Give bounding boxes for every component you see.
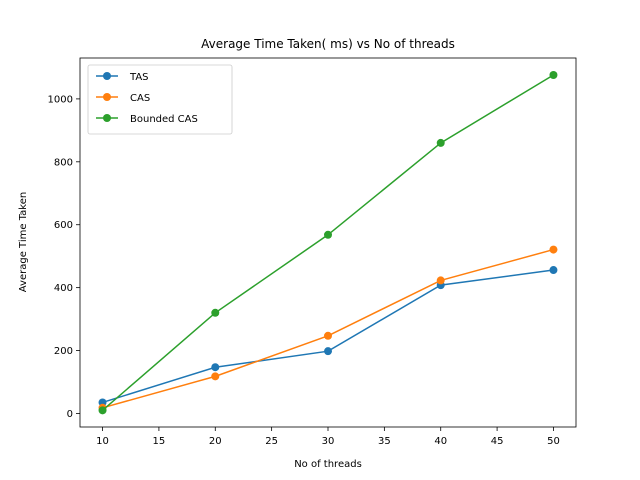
legend-label-1: CAS [130, 93, 150, 104]
y-tick-label-2: 400 [54, 283, 73, 294]
legend-label-2: Bounded CAS [130, 114, 198, 125]
data-point-2-1 [211, 308, 220, 317]
data-point-2-0 [98, 406, 107, 415]
y-axis-label: Average Time Taken [18, 192, 29, 292]
legend-label-0: TAS [129, 72, 149, 83]
x-tick-label-6: 40 [434, 436, 447, 447]
axes: 10 15 20 25 30 35 40 45 50 0 200 400 600 800 1000 [48, 57, 577, 447]
y-tick-label-1: 200 [54, 346, 73, 357]
data-point-1-4 [549, 245, 558, 254]
x-tick-label-4: 30 [322, 436, 335, 447]
x-tick-label-7: 45 [491, 436, 504, 447]
legend-marker-1 [103, 93, 111, 101]
legend-marker-0 [103, 72, 111, 80]
series-line-1 [102, 248, 554, 409]
x-tick-label-1: 15 [153, 436, 166, 447]
data-point-2-4 [549, 70, 558, 79]
x-axis-label: No of threads [294, 459, 362, 470]
data-point-1-2 [324, 331, 332, 340]
data-point-2-2 [324, 230, 332, 239]
legend-box [87, 64, 233, 135]
data-point-0-2 [324, 347, 332, 356]
x-tick-label-8: 50 [547, 436, 560, 447]
data-point-2-3 [436, 138, 445, 147]
legend-marker-2 [103, 114, 111, 122]
y-tick-label-4: 800 [54, 157, 73, 168]
data-point-1-1 [211, 372, 220, 381]
chart-title: Average Time Taken( ms) vs No of threads [201, 37, 455, 51]
legend: TAS CAS Bounded CAS [87, 64, 233, 135]
x-tick-label-0: 10 [96, 436, 109, 447]
x-tick-label-2: 20 [209, 436, 222, 447]
data-point-1-3 [436, 276, 445, 285]
data-point-0-4 [549, 266, 558, 275]
y-tick-label-5: 1000 [48, 94, 73, 105]
x-tick-label-5: 35 [378, 436, 391, 447]
y-tick-label-3: 600 [54, 220, 73, 231]
y-tick-label-0: 0 [67, 409, 73, 420]
data-point-0-1 [211, 363, 220, 372]
plot-area [98, 70, 558, 415]
x-tick-label-3: 25 [265, 436, 278, 447]
